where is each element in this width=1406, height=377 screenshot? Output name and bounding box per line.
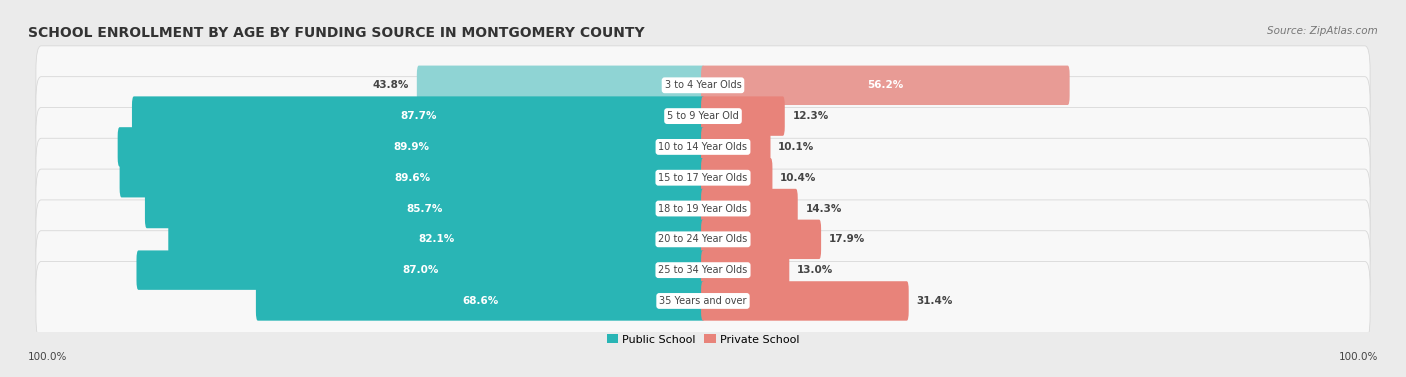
FancyBboxPatch shape — [37, 46, 1369, 125]
FancyBboxPatch shape — [256, 281, 704, 321]
Text: 18 to 19 Year Olds: 18 to 19 Year Olds — [658, 204, 748, 213]
Text: 12.3%: 12.3% — [793, 111, 828, 121]
FancyBboxPatch shape — [37, 138, 1369, 217]
FancyBboxPatch shape — [702, 250, 789, 290]
Text: 14.3%: 14.3% — [806, 204, 842, 213]
Text: 82.1%: 82.1% — [419, 234, 454, 244]
Text: 10.4%: 10.4% — [780, 173, 817, 183]
FancyBboxPatch shape — [702, 97, 785, 136]
Text: 35 Years and over: 35 Years and over — [659, 296, 747, 306]
FancyBboxPatch shape — [169, 220, 704, 259]
FancyBboxPatch shape — [37, 169, 1369, 248]
Text: 3 to 4 Year Olds: 3 to 4 Year Olds — [665, 80, 741, 90]
FancyBboxPatch shape — [702, 281, 908, 321]
FancyBboxPatch shape — [702, 189, 797, 228]
Text: 17.9%: 17.9% — [830, 234, 865, 244]
FancyBboxPatch shape — [702, 127, 770, 167]
FancyBboxPatch shape — [118, 127, 704, 167]
Text: 85.7%: 85.7% — [406, 204, 443, 213]
FancyBboxPatch shape — [37, 231, 1369, 310]
Text: 13.0%: 13.0% — [797, 265, 834, 275]
FancyBboxPatch shape — [702, 220, 821, 259]
FancyBboxPatch shape — [37, 262, 1369, 340]
Text: 25 to 34 Year Olds: 25 to 34 Year Olds — [658, 265, 748, 275]
Text: 5 to 9 Year Old: 5 to 9 Year Old — [666, 111, 740, 121]
Text: 31.4%: 31.4% — [917, 296, 953, 306]
Text: 100.0%: 100.0% — [28, 352, 67, 362]
FancyBboxPatch shape — [416, 66, 704, 105]
Text: 56.2%: 56.2% — [868, 80, 904, 90]
Text: 10.1%: 10.1% — [779, 142, 814, 152]
Legend: Public School, Private School: Public School, Private School — [602, 330, 804, 349]
FancyBboxPatch shape — [37, 77, 1369, 156]
FancyBboxPatch shape — [132, 97, 704, 136]
FancyBboxPatch shape — [37, 200, 1369, 279]
Text: 20 to 24 Year Olds: 20 to 24 Year Olds — [658, 234, 748, 244]
Text: 100.0%: 100.0% — [1339, 352, 1378, 362]
Text: 89.9%: 89.9% — [394, 142, 429, 152]
FancyBboxPatch shape — [120, 158, 704, 198]
FancyBboxPatch shape — [702, 158, 772, 198]
Text: 89.6%: 89.6% — [394, 173, 430, 183]
Text: Source: ZipAtlas.com: Source: ZipAtlas.com — [1267, 26, 1378, 37]
Text: 87.0%: 87.0% — [402, 265, 439, 275]
FancyBboxPatch shape — [145, 189, 704, 228]
Text: 43.8%: 43.8% — [373, 80, 409, 90]
Text: SCHOOL ENROLLMENT BY AGE BY FUNDING SOURCE IN MONTGOMERY COUNTY: SCHOOL ENROLLMENT BY AGE BY FUNDING SOUR… — [28, 26, 645, 40]
Text: 15 to 17 Year Olds: 15 to 17 Year Olds — [658, 173, 748, 183]
Text: 87.7%: 87.7% — [401, 111, 437, 121]
Text: 10 to 14 Year Olds: 10 to 14 Year Olds — [658, 142, 748, 152]
FancyBboxPatch shape — [702, 66, 1070, 105]
FancyBboxPatch shape — [37, 107, 1369, 186]
FancyBboxPatch shape — [136, 250, 704, 290]
Text: 68.6%: 68.6% — [463, 296, 499, 306]
